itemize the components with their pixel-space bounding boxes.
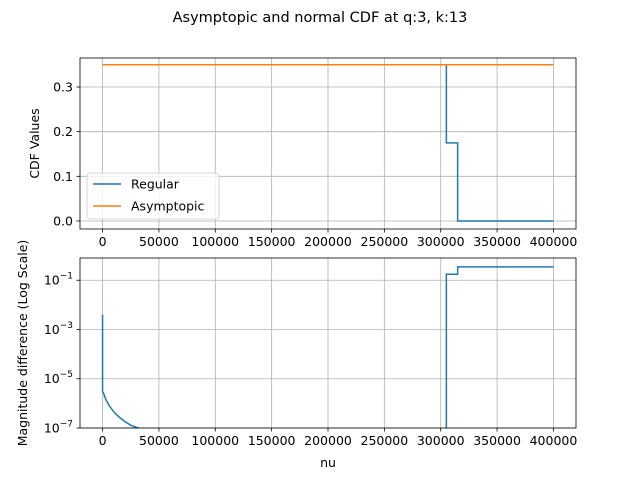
cdf-x-tick-label: 350000	[473, 234, 521, 249]
diff-series-line-0	[101, 314, 139, 428]
diff-y-tick-label: 10−7	[44, 420, 73, 436]
legend-label-asymptopic: Asymptopic	[131, 199, 205, 214]
diff-x-tick-label: 150000	[248, 433, 296, 448]
cdf-y-tick-label: 0.3	[53, 80, 73, 95]
cdf-x-tick-label: 0	[99, 234, 107, 249]
diff-x-tick-label: 50000	[139, 433, 179, 448]
diff-x-tick-label: 0	[99, 433, 107, 448]
cdf-y-tick-label: 0.0	[53, 213, 73, 228]
diff-x-tick-label: 100000	[191, 433, 239, 448]
diff-x-tick-label: 350000	[473, 433, 521, 448]
cdf-x-tick-label: 250000	[361, 234, 409, 249]
legend: Regular Asymptopic	[86, 172, 220, 220]
cdf-x-tick-label: 300000	[417, 234, 465, 249]
cdf-y-axis-label: CDF Values	[27, 108, 42, 178]
diff-x-tick-label: 200000	[304, 433, 352, 448]
diff-x-tick-label: 300000	[417, 433, 465, 448]
diff-x-tick-label: 400000	[530, 433, 578, 448]
cdf-x-tick-label: 150000	[248, 234, 296, 249]
diff-y-tick-label: 10−3	[44, 321, 73, 337]
cdf-y-tick-label: 0.2	[53, 124, 73, 139]
diff-y-axis-label: Magnitude difference (Log Scale)	[15, 240, 30, 447]
cdf-x-tick-label: 100000	[191, 234, 239, 249]
difference-axes: 0 50000 100000 150000 200000 250000 300000 3500…	[15, 240, 577, 470]
cdf-y-tick-label: 0.1	[53, 169, 73, 184]
diff-x-tick-label: 250000	[361, 433, 409, 448]
cdf-x-tick-label: 50000	[139, 234, 179, 249]
diff-series-line-1	[445, 266, 554, 428]
cdf-axes: 0 50000 100000 150000 200000 250000 300000 3500…	[27, 57, 578, 249]
cdf-x-tick-label: 200000	[304, 234, 352, 249]
cdf-x-tick-label: 400000	[530, 234, 578, 249]
diff-y-tick-label: 10−5	[44, 370, 73, 386]
diff-y-tick-label: 10−1	[44, 272, 73, 288]
diff-x-axis-label: nu	[320, 455, 336, 470]
legend-label-regular: Regular	[131, 177, 180, 192]
figure-title: Asymptopic and normal CDF at q:3, k:13	[173, 10, 468, 26]
